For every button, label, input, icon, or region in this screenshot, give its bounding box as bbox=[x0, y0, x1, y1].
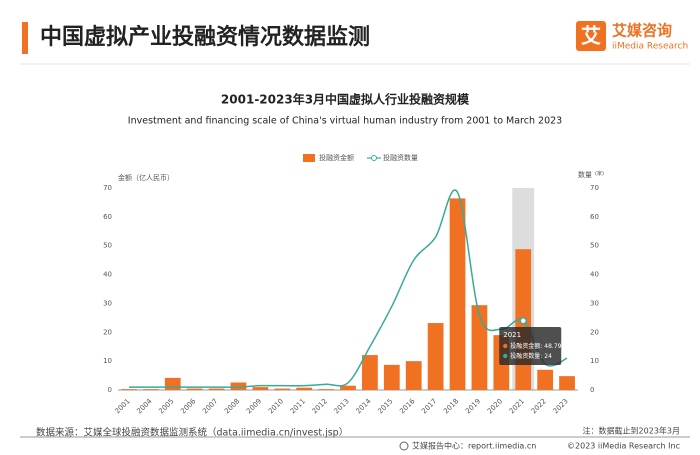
legend-label[interactable]: 投融资数量 bbox=[383, 153, 418, 162]
title-accent bbox=[22, 22, 28, 54]
bar bbox=[340, 385, 356, 390]
tooltip-name: 投融资金额 bbox=[510, 342, 540, 350]
tooltip-sep: : bbox=[540, 353, 542, 360]
logo-sub: iiMedia Research bbox=[612, 42, 688, 52]
tooltip: 2021 投融资金额: 48.79 投融资数量: 24 bbox=[499, 327, 562, 365]
chart-title: 2001-2023年3月中国虚拟人行业投融资规模 bbox=[221, 92, 470, 107]
bar bbox=[164, 377, 181, 390]
x-tick-label: 2004 bbox=[135, 397, 154, 416]
tooltip-row: 投融资数量: 24 bbox=[510, 352, 552, 360]
x-tick-label: 2017 bbox=[420, 397, 438, 415]
x-tick-label: 2014 bbox=[354, 397, 373, 416]
tooltip-title: 2021 bbox=[503, 331, 521, 339]
page-title: 中国虚拟产业投融资情况数据监测 bbox=[40, 24, 370, 50]
y2-tick-label: 60 bbox=[590, 213, 599, 221]
bar bbox=[230, 382, 247, 390]
x-tick-label: 2019 bbox=[464, 397, 482, 415]
x-tick-label: 2013 bbox=[333, 397, 351, 415]
legend-swatch bbox=[371, 155, 377, 161]
tooltip-value: 24 bbox=[544, 353, 552, 360]
line-point bbox=[519, 316, 527, 325]
x-tick-label: 2022 bbox=[530, 397, 548, 415]
y2-axis-title: 数量 (家) bbox=[578, 170, 604, 180]
y-tick-label: 10 bbox=[103, 357, 112, 365]
bar bbox=[362, 355, 378, 390]
y2-tick-label: 50 bbox=[590, 242, 599, 250]
legend-swatch bbox=[303, 154, 315, 162]
footer-report: 艾媒报告中心：report.iimedia.cn bbox=[412, 441, 536, 451]
bar bbox=[252, 387, 269, 390]
y-tick-label: 60 bbox=[103, 213, 112, 221]
y2-tick-label: 70 bbox=[590, 184, 599, 192]
x-tick-label: 2016 bbox=[398, 397, 417, 416]
x-tick-label: 2012 bbox=[311, 397, 329, 415]
bar bbox=[471, 305, 488, 390]
tooltip-box bbox=[499, 327, 562, 365]
x-tick-label: 2011 bbox=[289, 397, 307, 415]
y-tick-label: 40 bbox=[103, 271, 112, 279]
y2-label: 数量 bbox=[578, 170, 592, 179]
logo-mark: 艾 bbox=[581, 24, 601, 48]
y2-tick-label: 20 bbox=[590, 328, 599, 336]
x-tick-label: 2010 bbox=[267, 397, 285, 415]
bar bbox=[559, 376, 575, 390]
x-tick-label: 2008 bbox=[223, 397, 241, 415]
chart-subtitle: Investment and financing scale of China'… bbox=[128, 116, 562, 127]
y2-tick-label: 10 bbox=[590, 357, 599, 365]
y-tick-label: 20 bbox=[103, 328, 112, 336]
y2-tick-label: 30 bbox=[590, 299, 599, 307]
bar bbox=[208, 388, 225, 390]
x-tick-label: 2001 bbox=[114, 397, 132, 415]
x-tick-label: 2021 bbox=[508, 397, 526, 415]
footer-note: 注：数据截止到2023年3月 bbox=[583, 426, 680, 436]
y-tick-label: 70 bbox=[103, 184, 112, 192]
bar bbox=[274, 388, 291, 390]
x-tick-label: 2006 bbox=[179, 397, 198, 416]
y2-tick-label: 0 bbox=[590, 386, 594, 394]
footer-copyright: ©2023 iiMedia Research Inc bbox=[567, 442, 680, 451]
y-axis-title: 金额（亿人民币） bbox=[118, 173, 174, 182]
x-tick-label: 2005 bbox=[157, 397, 175, 415]
logo-text: 艾媒咨询 bbox=[612, 22, 672, 40]
logo-box bbox=[576, 21, 606, 51]
y2-tick-label: 40 bbox=[590, 271, 599, 279]
bar bbox=[383, 364, 400, 390]
x-tick-label: 2009 bbox=[245, 397, 263, 415]
bar bbox=[186, 388, 203, 390]
x-tick-label: 2018 bbox=[442, 397, 460, 415]
y-tick-label: 0 bbox=[108, 386, 112, 394]
y2-unit: (家) bbox=[595, 170, 604, 177]
tooltip-dot bbox=[503, 353, 508, 359]
tooltip-name: 投融资数量 bbox=[510, 352, 540, 360]
bar bbox=[427, 323, 444, 390]
line bbox=[128, 189, 568, 388]
bar bbox=[449, 198, 466, 390]
bar bbox=[405, 361, 422, 390]
x-tick-label: 2020 bbox=[486, 397, 504, 415]
tooltip-dot bbox=[503, 343, 508, 349]
y-tick-label: 30 bbox=[103, 299, 112, 307]
x-tick-label: 2015 bbox=[376, 397, 394, 415]
report-icon bbox=[399, 441, 409, 451]
tooltip-value: 48.79 bbox=[544, 343, 561, 350]
legend-label[interactable]: 投融资金额 bbox=[319, 153, 354, 162]
tooltip-row: 投融资金额: 48.79 bbox=[510, 342, 561, 350]
bar bbox=[318, 389, 334, 390]
bar bbox=[537, 369, 554, 390]
bar bbox=[142, 389, 159, 390]
x-tick-label: 2007 bbox=[201, 397, 219, 415]
tooltip-sep: : bbox=[540, 343, 542, 350]
bar bbox=[296, 387, 313, 390]
x-tick-label: 2023 bbox=[552, 397, 570, 415]
bar bbox=[121, 389, 137, 390]
footer-source: 数据来源：艾媒全球投融资数据监测系统（data.iimedia.cn/inves… bbox=[36, 427, 348, 439]
y-tick-label: 50 bbox=[103, 242, 112, 250]
